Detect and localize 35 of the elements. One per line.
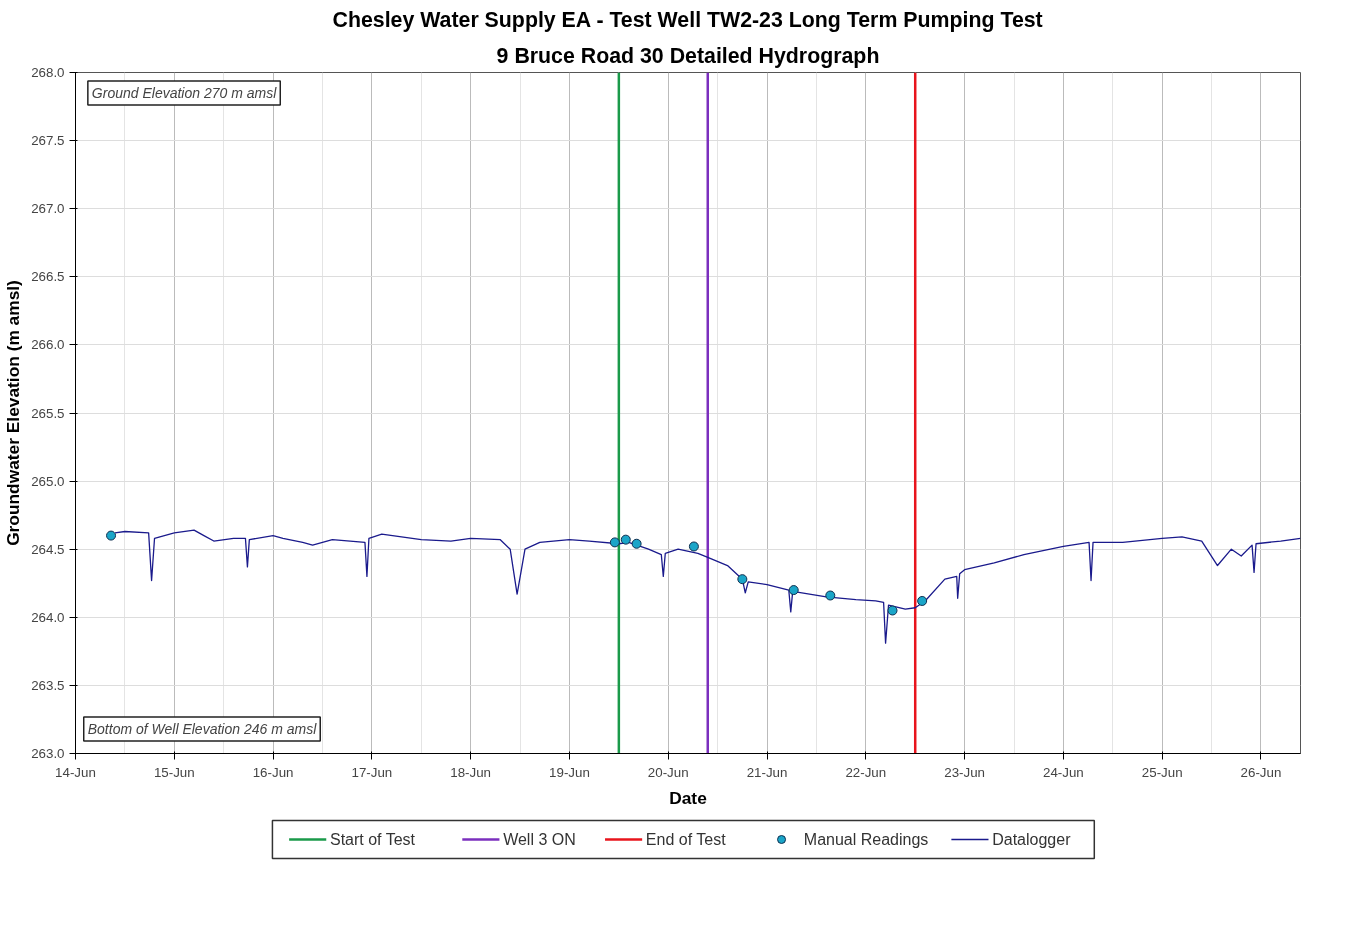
x-tick-label: 26-Jun [1240,764,1282,780]
x-tick-label: 16-Jun [252,764,294,780]
y-tick-label: 266.0 [31,337,65,353]
y-tick-label: 265.5 [31,405,65,421]
annotation: Bottom of Well Elevation 246 m amsl [87,720,318,737]
y-tick-label: 263.0 [31,746,65,761]
legend-label: Start of Test [329,831,416,848]
legend-label: Datalogger [992,831,1072,848]
y-tick-label: 267.5 [31,133,65,149]
x-tick-label: 18-Jun [450,764,492,780]
y-tick-label: 263.5 [31,677,65,693]
x-tick-label: 22-Jun [845,764,887,780]
x-tick-label: 24-Jun [1043,764,1084,780]
x-tick-label: 14-Jun [55,764,96,780]
y-tick-label: 266.5 [31,269,65,285]
chart-subtitle: 9 Bruce Road 30 Detailed Hydrograph [496,43,880,68]
x-tick-label: 17-Jun [351,764,393,780]
y-tick-label: 264.0 [31,609,65,625]
x-axis-title: Date [669,787,708,808]
y-tick-label: 267.0 [31,201,65,217]
x-tick-label: 20-Jun [647,764,689,780]
annotation: Ground Elevation 270 m amsl [91,84,278,101]
x-tick-label: 23-Jun [944,764,985,780]
x-tick-label: 15-Jun [153,764,195,780]
y-tick-label: 264.5 [31,541,65,557]
chart-title: Chesley Water Supply EA - Test Well TW2-23 Long Term Pumping Test [332,7,1043,32]
y-axis-title: Groundwater Elevation (m amsl) [3,280,24,546]
legend-label: End of Test [645,831,727,848]
y-tick-label: 265.0 [31,473,65,489]
x-tick-label: 25-Jun [1141,764,1183,780]
legend-label: Well 3 ON [503,831,576,848]
legend-label: Manual Readings [803,831,929,848]
x-tick-label: 21-Jun [746,764,788,780]
x-tick-label: 19-Jun [549,764,590,780]
y-tick-label: 268.0 [31,65,65,80]
